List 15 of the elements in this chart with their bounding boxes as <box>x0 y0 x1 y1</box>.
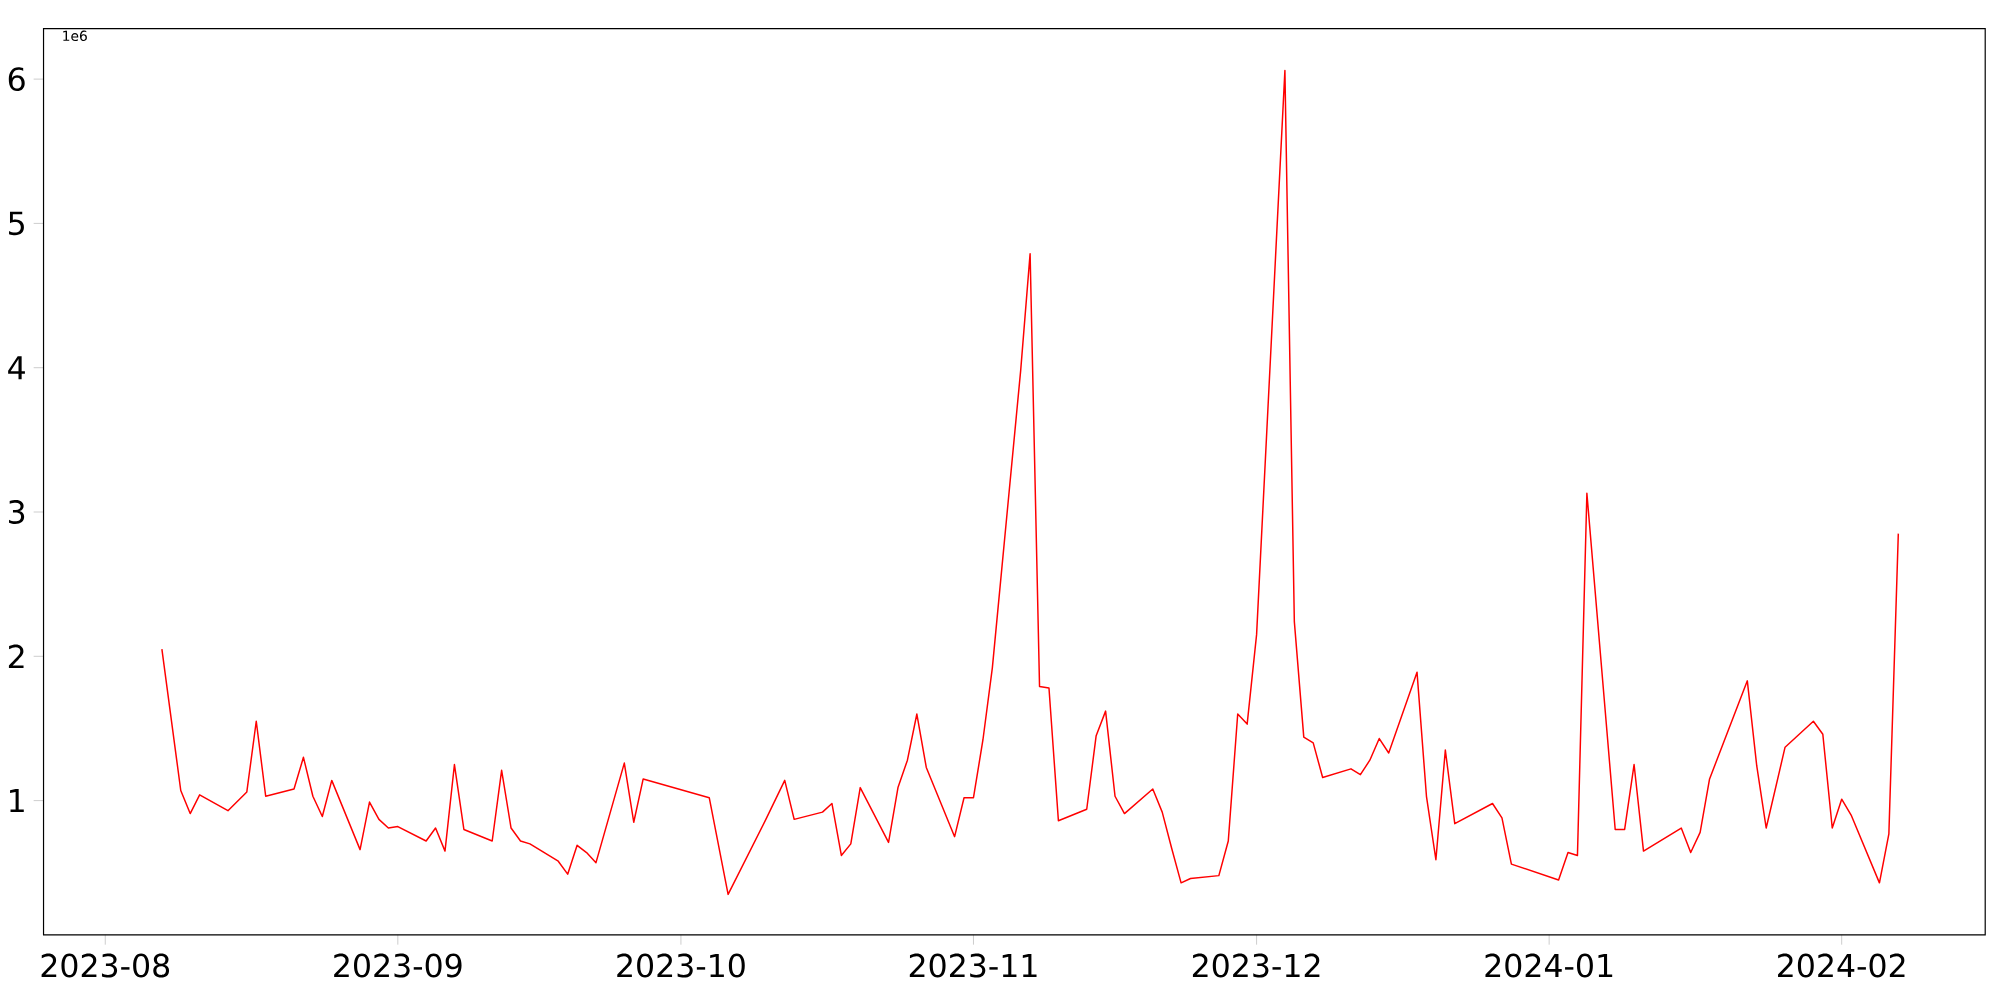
x-tick-label: 2023-11 <box>909 953 1037 978</box>
annotation: 1e6 <box>63 30 87 41</box>
line-series <box>161 69 1900 896</box>
y-tick-label: 3 <box>9 500 25 524</box>
y-tick-label: 2 <box>8 644 24 668</box>
x-tick-label: 2024-02 <box>1778 953 1905 978</box>
x-tick-label: 2023-10 <box>617 953 745 978</box>
x-tick-label: 2023-08 <box>41 953 170 978</box>
x-tick-label: 2023-09 <box>334 953 462 978</box>
y-tick-label: 4 <box>8 356 25 380</box>
x-tick-label: 2024-01 <box>1485 953 1613 978</box>
x-tick-label: 2023-12 <box>1192 953 1320 978</box>
y-tick-label: 6 <box>8 67 25 91</box>
y-tick-label: 1 <box>10 789 24 813</box>
y-tick-label: 5 <box>9 211 24 236</box>
